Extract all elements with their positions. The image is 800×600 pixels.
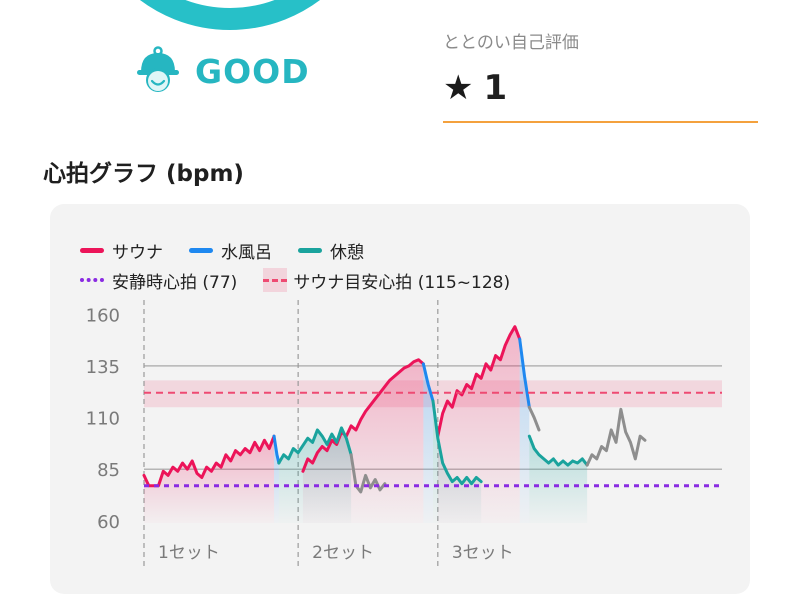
area-rest [433,401,482,523]
legend-label-target-hr: サウナ目安心拍 (115~128) [293,272,511,293]
series-line-cold_bath [272,434,281,465]
series-line-sauna [301,358,425,473]
legend-label-sauna: サウナ [112,242,163,263]
self-rating-field[interactable]: ととのい自己評価 ★ 1 [443,28,758,123]
legend-swatch-cold-bath [189,247,213,253]
series-line-cold_bath [518,337,531,409]
set-label: 3セット [452,543,514,563]
y-tick-label: 135 [86,357,120,378]
legend-swatch-sauna [80,247,104,253]
area-rest [529,436,588,523]
series-line-rest [277,426,353,465]
legend-swatch-rest [298,247,322,253]
legend-item-resting-hr: 安静時心拍 (77) [80,268,237,293]
hat-face-icon [137,46,179,92]
status-ring [80,0,380,30]
legend-label-rest: 休憩 [330,242,364,263]
y-tick-label: 60 [97,512,120,533]
status-label: GOOD [195,51,310,91]
area-sauna [437,326,520,523]
heart-rate-plot: 60 85 110 135 160 1セット 2セット 3セット [86,300,722,566]
series-line-sauna [436,325,522,438]
legend-label-resting-hr: 安静時心拍 (77) [112,272,238,293]
legend-item-target-hr: サウナ目安心拍 (115~128) [263,268,510,293]
area-cold_bath [519,339,530,523]
legend-item-cold-bath: 水風呂 [189,238,272,263]
legend-item-sauna: サウナ [80,238,163,263]
y-tick-label: 110 [86,409,120,430]
chart-legend: サウナ 水風呂 休憩 安静時心拍 (77) サウナ目安心拍 (115~128) [80,235,536,295]
self-rating-value: 1 [483,68,508,108]
legend-swatch-resting-hr [80,278,104,282]
series-line-cold_bath [421,362,435,403]
legend-swatch-target-hr [263,268,288,292]
y-tick-label: 160 [86,305,120,326]
area-rest [278,427,352,523]
series-line-rest [527,434,589,467]
area-sauna [144,436,275,523]
legend-item-rest: 休憩 [298,238,364,263]
y-tick-label: 85 [97,460,120,481]
series-line-sauna [142,434,276,488]
set-label: 2セット [312,543,374,563]
heart-rate-chart-card: サウナ 水風呂 休憩 安静時心拍 (77) サウナ目安心拍 (115~128) [50,204,750,594]
set-label: 1セット [158,543,220,563]
self-rating-label: ととのい自己評価 [443,33,579,53]
section-title: 心拍グラフ (bpm) [43,161,244,187]
legend-label-cold-bath: 水風呂 [221,242,272,263]
status-display: GOOD [135,46,310,96]
series-line-other [527,405,541,432]
area-cold_bath [423,363,433,523]
star-icon: ★ [443,68,474,108]
series-line-other [585,407,647,467]
series-line-rest [431,399,483,486]
